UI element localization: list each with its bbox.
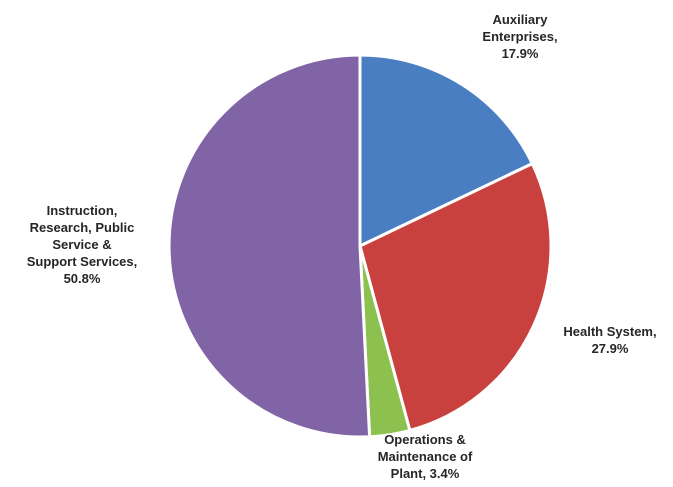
slice-labels: Auxiliary Enterprises, 17.9% Health System,… xyxy=(27,12,657,481)
data-label-line: Operations & xyxy=(384,432,466,447)
data-label-line: Health System, xyxy=(563,324,656,339)
data-label-line: 50.8% xyxy=(64,271,101,286)
slice-health-system xyxy=(358,162,553,432)
data-label-auxiliary-enterprises: Auxiliary Enterprises, 17.9% xyxy=(482,12,557,61)
data-label-health-system: Health System, 27.9% xyxy=(563,324,656,356)
data-label-line: Service & xyxy=(52,237,111,252)
data-label-line: Plant, 3.4% xyxy=(391,466,460,481)
data-label-line: Instruction, xyxy=(47,203,118,218)
data-label-line: Maintenance of xyxy=(378,449,473,464)
data-label-line: Enterprises, xyxy=(482,29,557,44)
data-label-line: 17.9% xyxy=(502,46,539,61)
data-label-line: Support Services, xyxy=(27,254,138,269)
data-label-line: 27.9% xyxy=(592,341,629,356)
slice-instruction-research-public-service-and-support-services xyxy=(167,53,372,439)
pie-slices xyxy=(167,53,553,439)
data-label-instruction-research-public-service-and-support-services: Instruction, Research, Public Service & Sup… xyxy=(27,203,138,286)
data-label-line: Auxiliary xyxy=(493,12,549,27)
data-label-line: Research, Public xyxy=(30,220,135,235)
slice-auxiliary-enterprises xyxy=(358,53,534,248)
data-label-operations-and-maintenance-of-plant: Operations & Maintenance of Plant, 3.4% xyxy=(378,432,473,481)
